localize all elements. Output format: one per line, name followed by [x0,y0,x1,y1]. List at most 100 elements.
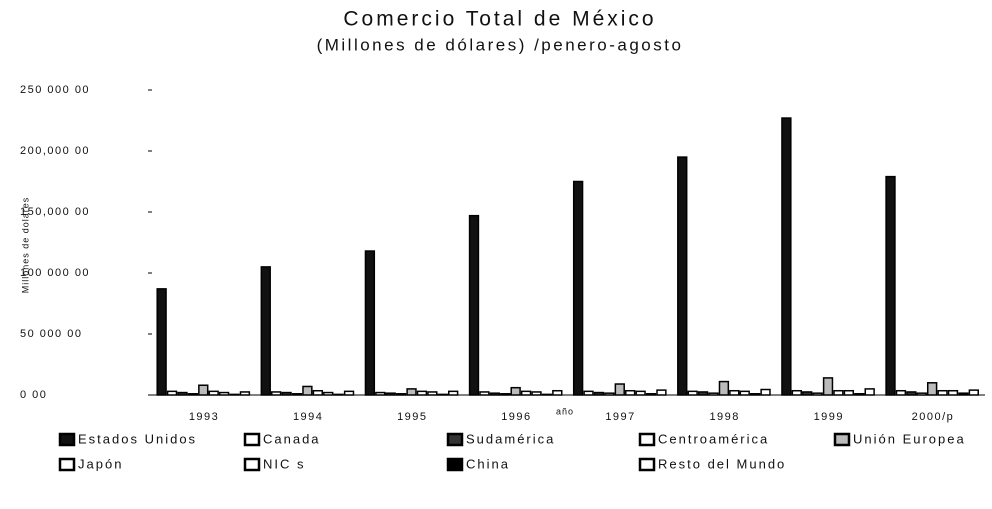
bar [645,393,657,396]
x-tick-label: 2000/p [912,411,955,423]
x-tick-label: 1996 [501,411,531,423]
legend-label: NIC s [263,456,306,471]
bar [697,391,709,396]
legend-swatch [446,432,464,447]
bar [208,390,219,396]
bar [312,389,323,396]
bar [500,393,511,396]
bar [479,391,490,396]
y-tick-label: 50 000 00 [20,328,82,340]
bar [635,390,646,396]
bar [395,393,407,396]
bar [333,393,344,396]
bar [937,389,948,396]
bar [843,389,855,396]
legend-label: Sudamérica [466,431,555,446]
y-axis-label: Millones de dolares [20,197,30,294]
bar [604,392,615,396]
bar [593,391,605,396]
bar [229,393,240,396]
legend-swatch [58,432,76,447]
bar [177,391,188,396]
bar [749,393,761,396]
bar [343,390,355,396]
bar [708,392,719,396]
bar [947,389,959,396]
bar [614,383,625,396]
legend-label: Japón [78,456,123,471]
bar [968,389,979,396]
bar [416,390,428,396]
legend-label: Unión Europea [853,431,966,446]
bar [760,388,771,396]
legend-label: Canada [263,431,321,446]
bar [281,391,292,396]
bar [166,390,178,396]
legend-swatch [833,432,851,447]
bar [510,386,521,396]
y-tick-label: 0 00 [20,389,47,401]
bar [364,250,376,396]
x-axis-label: año [556,406,574,416]
bar [552,389,563,396]
bar [687,390,698,396]
legend-label: Estados Unidos [78,431,197,446]
bar [448,390,459,396]
bar [739,390,750,396]
bar [812,392,823,396]
legend-swatch [243,457,261,472]
x-tick-label: 1993 [189,411,219,423]
y-tick-label: 150,000 00 [20,206,90,218]
bar [625,389,636,396]
bar [187,393,199,396]
legend-swatch [58,457,76,472]
bar [718,380,730,396]
legend-label: China [466,456,510,471]
bar [791,389,802,396]
bar [302,385,313,396]
legend-swatch [638,432,656,447]
bar [572,180,584,396]
bar [895,389,907,396]
bar [677,156,688,396]
bar [885,175,896,396]
bar [323,391,334,396]
bar [854,393,865,396]
bar [958,392,969,396]
bar [520,390,532,396]
bar [864,388,875,396]
bar [291,393,303,396]
bar [822,377,834,396]
y-tick-label: 250 000 00 [20,84,90,96]
bar [916,392,927,396]
x-tick-label: 1998 [709,411,739,423]
legend-swatch [638,457,656,472]
bar [437,393,448,396]
bar [531,391,542,396]
bar [656,389,667,396]
y-tick-label: 100 000 00 [20,267,90,279]
bar [541,393,553,396]
bar [729,389,740,396]
bar [468,214,480,396]
x-tick-label: 1999 [814,411,844,423]
bar [198,384,209,396]
legend-swatch [446,457,464,472]
bar [375,391,386,396]
legend-label: Resto del Mundo [658,456,786,471]
bar [260,266,271,396]
bar [156,288,167,396]
bar [583,390,594,396]
bar [781,117,792,396]
chart-subtitle: (Millones de dólares) /penero-agosto [317,35,684,54]
bar [833,389,844,396]
legend-label: Centroamérica [658,431,769,446]
bar [406,388,417,396]
x-tick-label: 1995 [397,411,427,423]
bar [427,391,438,396]
bar [218,391,230,396]
legend-swatch [243,432,261,447]
bar [906,391,917,396]
